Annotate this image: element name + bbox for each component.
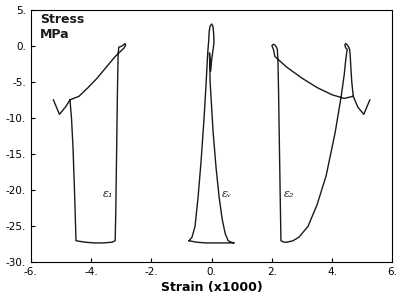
X-axis label: Strain (x1000): Strain (x1000)	[161, 281, 262, 294]
Text: ε₁: ε₁	[103, 189, 114, 200]
Text: Stress
MPa: Stress MPa	[40, 13, 84, 41]
Text: εᵥ: εᵥ	[222, 189, 232, 200]
Text: ε₂: ε₂	[284, 189, 295, 200]
